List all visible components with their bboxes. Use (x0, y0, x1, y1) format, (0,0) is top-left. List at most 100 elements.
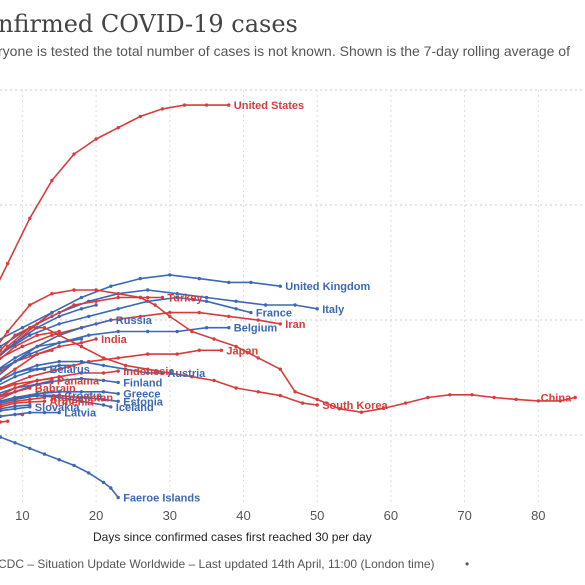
series-united-states-point-6 (94, 137, 98, 141)
series-italy-point-9 (234, 299, 238, 303)
x-axis-ticks: 10 20 30 40 50 60 70 80 (15, 508, 545, 523)
series-estonia-point-7 (116, 399, 120, 403)
series-south-korea-point-10 (146, 367, 150, 371)
series-china-point-8 (138, 295, 142, 300)
series-united-states-point-10 (182, 103, 187, 107)
series-china-point-22 (426, 395, 430, 400)
series-united-states-point-2 (6, 261, 10, 266)
series-faeroe-islands-point-6 (57, 458, 61, 462)
series-label-belgium: Belgium (234, 323, 278, 335)
series-india-point-2 (13, 367, 17, 371)
series-south-korea-point-14 (234, 386, 238, 390)
series-iran-point-3 (50, 333, 54, 337)
series-iceland-point-2 (13, 395, 17, 400)
series-turkey-point-7 (116, 295, 120, 300)
series-china-point-19 (359, 410, 364, 414)
series-south-korea-point-7 (79, 344, 84, 349)
series-iran-point-10 (256, 318, 260, 322)
series-united-states-point-11 (204, 103, 209, 107)
series-estonia-point-5 (79, 395, 84, 400)
extra-series-2-point-5 (79, 307, 84, 311)
series-france-point-4 (87, 314, 91, 319)
series-indonesia-line (0, 370, 119, 397)
series-bahrain-point-3 (13, 390, 17, 394)
series-italy-point-1 (0, 344, 2, 349)
series-greece-point-7 (116, 392, 120, 396)
series-armenia-point-4 (28, 400, 32, 404)
series-united-kingdom-point-9 (227, 280, 231, 285)
series-china-point-23 (448, 393, 452, 397)
series-latvia-point-2 (0, 414, 2, 418)
extra-series-2-point-6 (94, 303, 98, 307)
series-finland-line (0, 377, 119, 398)
series-austria-point-2 (13, 371, 17, 375)
series-japan-point-5 (116, 356, 120, 360)
series-china-point-24 (470, 393, 474, 397)
series-greece-point-5 (79, 390, 84, 394)
extra-series-5-point-2 (13, 375, 17, 379)
series-iran-point-6 (138, 314, 142, 319)
series-south-korea-point-9 (123, 363, 128, 368)
series-south-korea-point-12 (190, 375, 194, 379)
series-south-korea-point-8 (101, 356, 106, 360)
series-faeroe-islands-point-3 (13, 441, 17, 445)
series-japan-line (0, 349, 222, 390)
series-russia-point-6 (94, 322, 98, 326)
series-austria-point-7 (123, 367, 128, 371)
series-faeroe-islands-point-10 (109, 486, 113, 490)
series-faeroe-islands-point-2 (0, 435, 2, 439)
series-south-korea-point-2 (0, 348, 2, 352)
footer-mark: • (465, 557, 469, 571)
extra-series-11-point-3 (6, 419, 10, 423)
series-iceland-point-3 (35, 393, 39, 398)
series-turkey-point-9 (146, 295, 150, 300)
series-turkey-point-4 (50, 314, 54, 319)
series-armenia-point-5 (42, 399, 47, 403)
series-bahrain-point-4 (28, 386, 32, 390)
series-belgium-point-8 (204, 326, 209, 330)
series-label-greece: Greece (123, 389, 160, 401)
series-south-korea-point-16 (278, 393, 282, 398)
series-slovakia-point-4 (28, 405, 32, 409)
series-iran-point-11 (278, 322, 282, 326)
series-iran-point-9 (227, 314, 231, 319)
x-tick-label-6: 70 (457, 508, 471, 523)
series-belgium-point-1 (0, 367, 2, 371)
series-finland-point-6 (101, 378, 106, 383)
series-turkey-point-10 (160, 295, 165, 300)
series-estonia-point-6 (101, 397, 106, 402)
series-united-kingdom-point-3 (50, 310, 54, 315)
x-tick-label-5: 60 (384, 508, 398, 523)
series-latvia-point-6 (57, 410, 61, 415)
series-japan-point-8 (197, 348, 201, 352)
series-china-point-10 (168, 314, 172, 319)
series-south-korea-point-5 (42, 326, 47, 330)
series-iran-point-8 (197, 310, 201, 315)
series-label-india: India (101, 334, 128, 346)
series-japan-point-2 (28, 375, 32, 379)
series-china-point-28 (558, 399, 563, 403)
series-label-turkey: Turkey (167, 293, 203, 305)
series-turkey-point-6 (94, 299, 98, 303)
series-iceland-point-5 (79, 399, 84, 403)
series-belgium-point-9 (227, 326, 231, 330)
series-united-states-point-8 (138, 114, 142, 119)
series-belgium-point-2 (28, 352, 32, 356)
series-france-point-2 (28, 333, 32, 337)
series-south-korea-point-15 (256, 390, 260, 394)
extra-series-3-point-5 (79, 337, 84, 341)
extra-series-11-line (0, 420, 8, 423)
series-france-point-8 (204, 299, 209, 303)
series-japan-point-6 (146, 352, 150, 356)
series-united-states-point-7 (116, 126, 120, 130)
series-united-kingdom-point-5 (109, 284, 113, 288)
series-label-estonia: Estonia (123, 396, 164, 408)
series-iran-point-2 (20, 344, 25, 349)
series-label-panama: Panama (57, 376, 100, 388)
series-india-point-6 (94, 337, 98, 341)
series-china-point-21 (403, 401, 408, 405)
extra-series-11-point-2 (0, 420, 2, 424)
series-united-kingdom-point-4 (79, 295, 84, 300)
series-china-point-4 (50, 292, 54, 296)
series-label-china: China (541, 393, 572, 405)
